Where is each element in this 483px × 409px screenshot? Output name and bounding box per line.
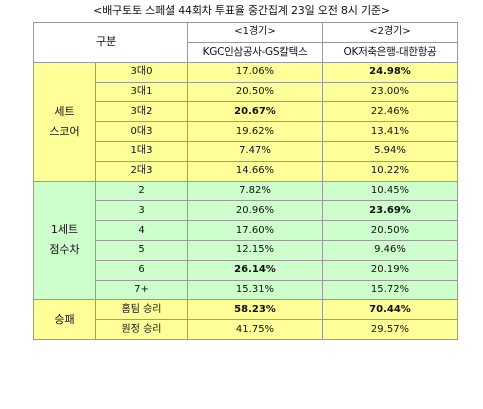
game1-value: 15.31% (187, 279, 323, 301)
game2-value: 23.00% (322, 81, 458, 103)
row-label: 원정 승리 (95, 319, 188, 340)
game2-value: 23.69% (322, 200, 458, 222)
game2-value: 29.57% (322, 319, 458, 340)
game2-value: 70.44% (322, 299, 458, 321)
game1-teams: KGC인삼공사-GS칼텍스 (187, 41, 323, 63)
game1-value: 58.23% (187, 299, 323, 321)
game1-value: 7.82% (187, 180, 323, 202)
game2-value: 22.46% (322, 101, 458, 123)
game1-value: 12.15% (187, 239, 323, 261)
table-row: 3 20.96% 23.69% (34, 200, 458, 222)
row-label: 홈팀 승리 (95, 299, 188, 321)
game2-value: 20.50% (322, 220, 458, 241)
game2-value: 10.22% (322, 160, 458, 182)
vote-rate-table: 구분 <1경기> <2경기> KGC인삼공사-GS칼텍스 OK저축은행-대한항공… (33, 22, 458, 340)
game2-value: 10.45% (322, 180, 458, 202)
row-label: 2 (95, 180, 188, 202)
table-row: 세트 스코어 3대0 17.06% 24.98% (33, 61, 458, 182)
group-label-line: 점수차 (49, 243, 80, 257)
game2-label: <2경기> (322, 22, 458, 43)
game1-value: 41.75% (187, 319, 323, 340)
game1-value: 17.60% (187, 220, 323, 241)
table-row: 0대3 19.62% 13.41% (34, 121, 458, 142)
table-body: 구분 <1경기> <2경기> KGC인삼공사-GS칼텍스 OK저축은행-대한항공… (33, 22, 458, 340)
row-label: 6 (95, 259, 188, 281)
row-label: 3대1 (95, 81, 188, 103)
game1-value: 14.66% (187, 160, 323, 182)
game2-value: 13.41% (322, 121, 458, 142)
game1-value: 19.62% (187, 121, 323, 142)
game1-label: <1경기> (187, 22, 323, 43)
group-label: 승패 (33, 299, 96, 340)
game1-value: 20.96% (187, 200, 323, 222)
group-label-line: 1세트 (50, 223, 79, 237)
row-label: 2대3 (95, 160, 188, 182)
table-row: 2대3 14.66% 10.22% (34, 160, 458, 182)
game2-value: 5.94% (322, 140, 458, 162)
game1-value: 17.06% (187, 61, 323, 83)
game2-teams-text: OK저축은행-대한항공 (343, 45, 437, 58)
table-row: 7+ 15.31% 15.72% (34, 279, 458, 301)
game2-value: 20.19% (322, 259, 458, 281)
row-label: 3 (95, 200, 188, 222)
table-row: 3대2 20.67% 22.46% (34, 101, 458, 123)
row-label: 3대0 (95, 61, 188, 83)
table-row: 원정 승리 41.75% 29.57% (34, 319, 458, 340)
gubun-header: 구분 (33, 22, 188, 63)
table-row: 승패 홈팀 승리 58.23% 70.44% (33, 299, 458, 340)
group-label-line: 승패 (54, 312, 75, 326)
page-title: <배구토토 스페셜 44회차 투표율 중간집계 23일 오전 8시 기준> (93, 4, 390, 17)
row-label: 3대2 (95, 101, 188, 123)
game1-teams-text: KGC인삼공사-GS칼텍스 (202, 45, 308, 58)
game1-value: 26.14% (187, 259, 323, 281)
table-row: 1세트 점수차 2 7.82% 10.45% (33, 180, 458, 301)
row-label: 1대3 (95, 140, 188, 162)
header-row-games: 구분 <1경기> <2경기> (33, 22, 458, 63)
table-row: 1대3 7.47% 5.94% (34, 140, 458, 162)
row-label: 7+ (95, 279, 188, 301)
row-label: 0대3 (95, 121, 188, 142)
game1-value: 20.50% (187, 81, 323, 103)
table-row: 5 12.15% 9.46% (34, 239, 458, 261)
game2-value: 24.98% (322, 61, 458, 83)
table-row: 4 17.60% 20.50% (34, 220, 458, 241)
table-row: 6 26.14% 20.19% (34, 259, 458, 281)
group-label-line: 세트 (54, 104, 75, 118)
game1-value: 20.67% (187, 101, 323, 123)
game1-value: 7.47% (187, 140, 323, 162)
group-label-line: 스코어 (49, 124, 80, 138)
row-label: 5 (95, 239, 188, 261)
game2-teams: OK저축은행-대한항공 (322, 41, 458, 63)
game2-value: 15.72% (322, 279, 458, 301)
row-label: 4 (95, 220, 188, 241)
game2-value: 9.46% (322, 239, 458, 261)
table-row: 3대1 20.50% 23.00% (34, 81, 458, 103)
